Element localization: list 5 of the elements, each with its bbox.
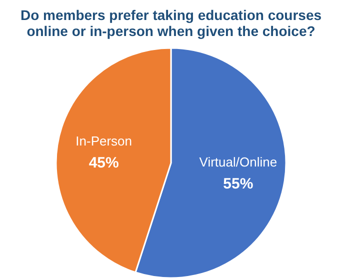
data-label: 45% xyxy=(88,154,119,172)
data-label: 55% xyxy=(223,176,254,193)
slice-label: In-Person xyxy=(76,133,132,148)
slice-label: Virtual/Online xyxy=(199,154,278,170)
chart-title: Do members prefer taking education courses online or in-person when given the choice? xyxy=(20,7,322,39)
